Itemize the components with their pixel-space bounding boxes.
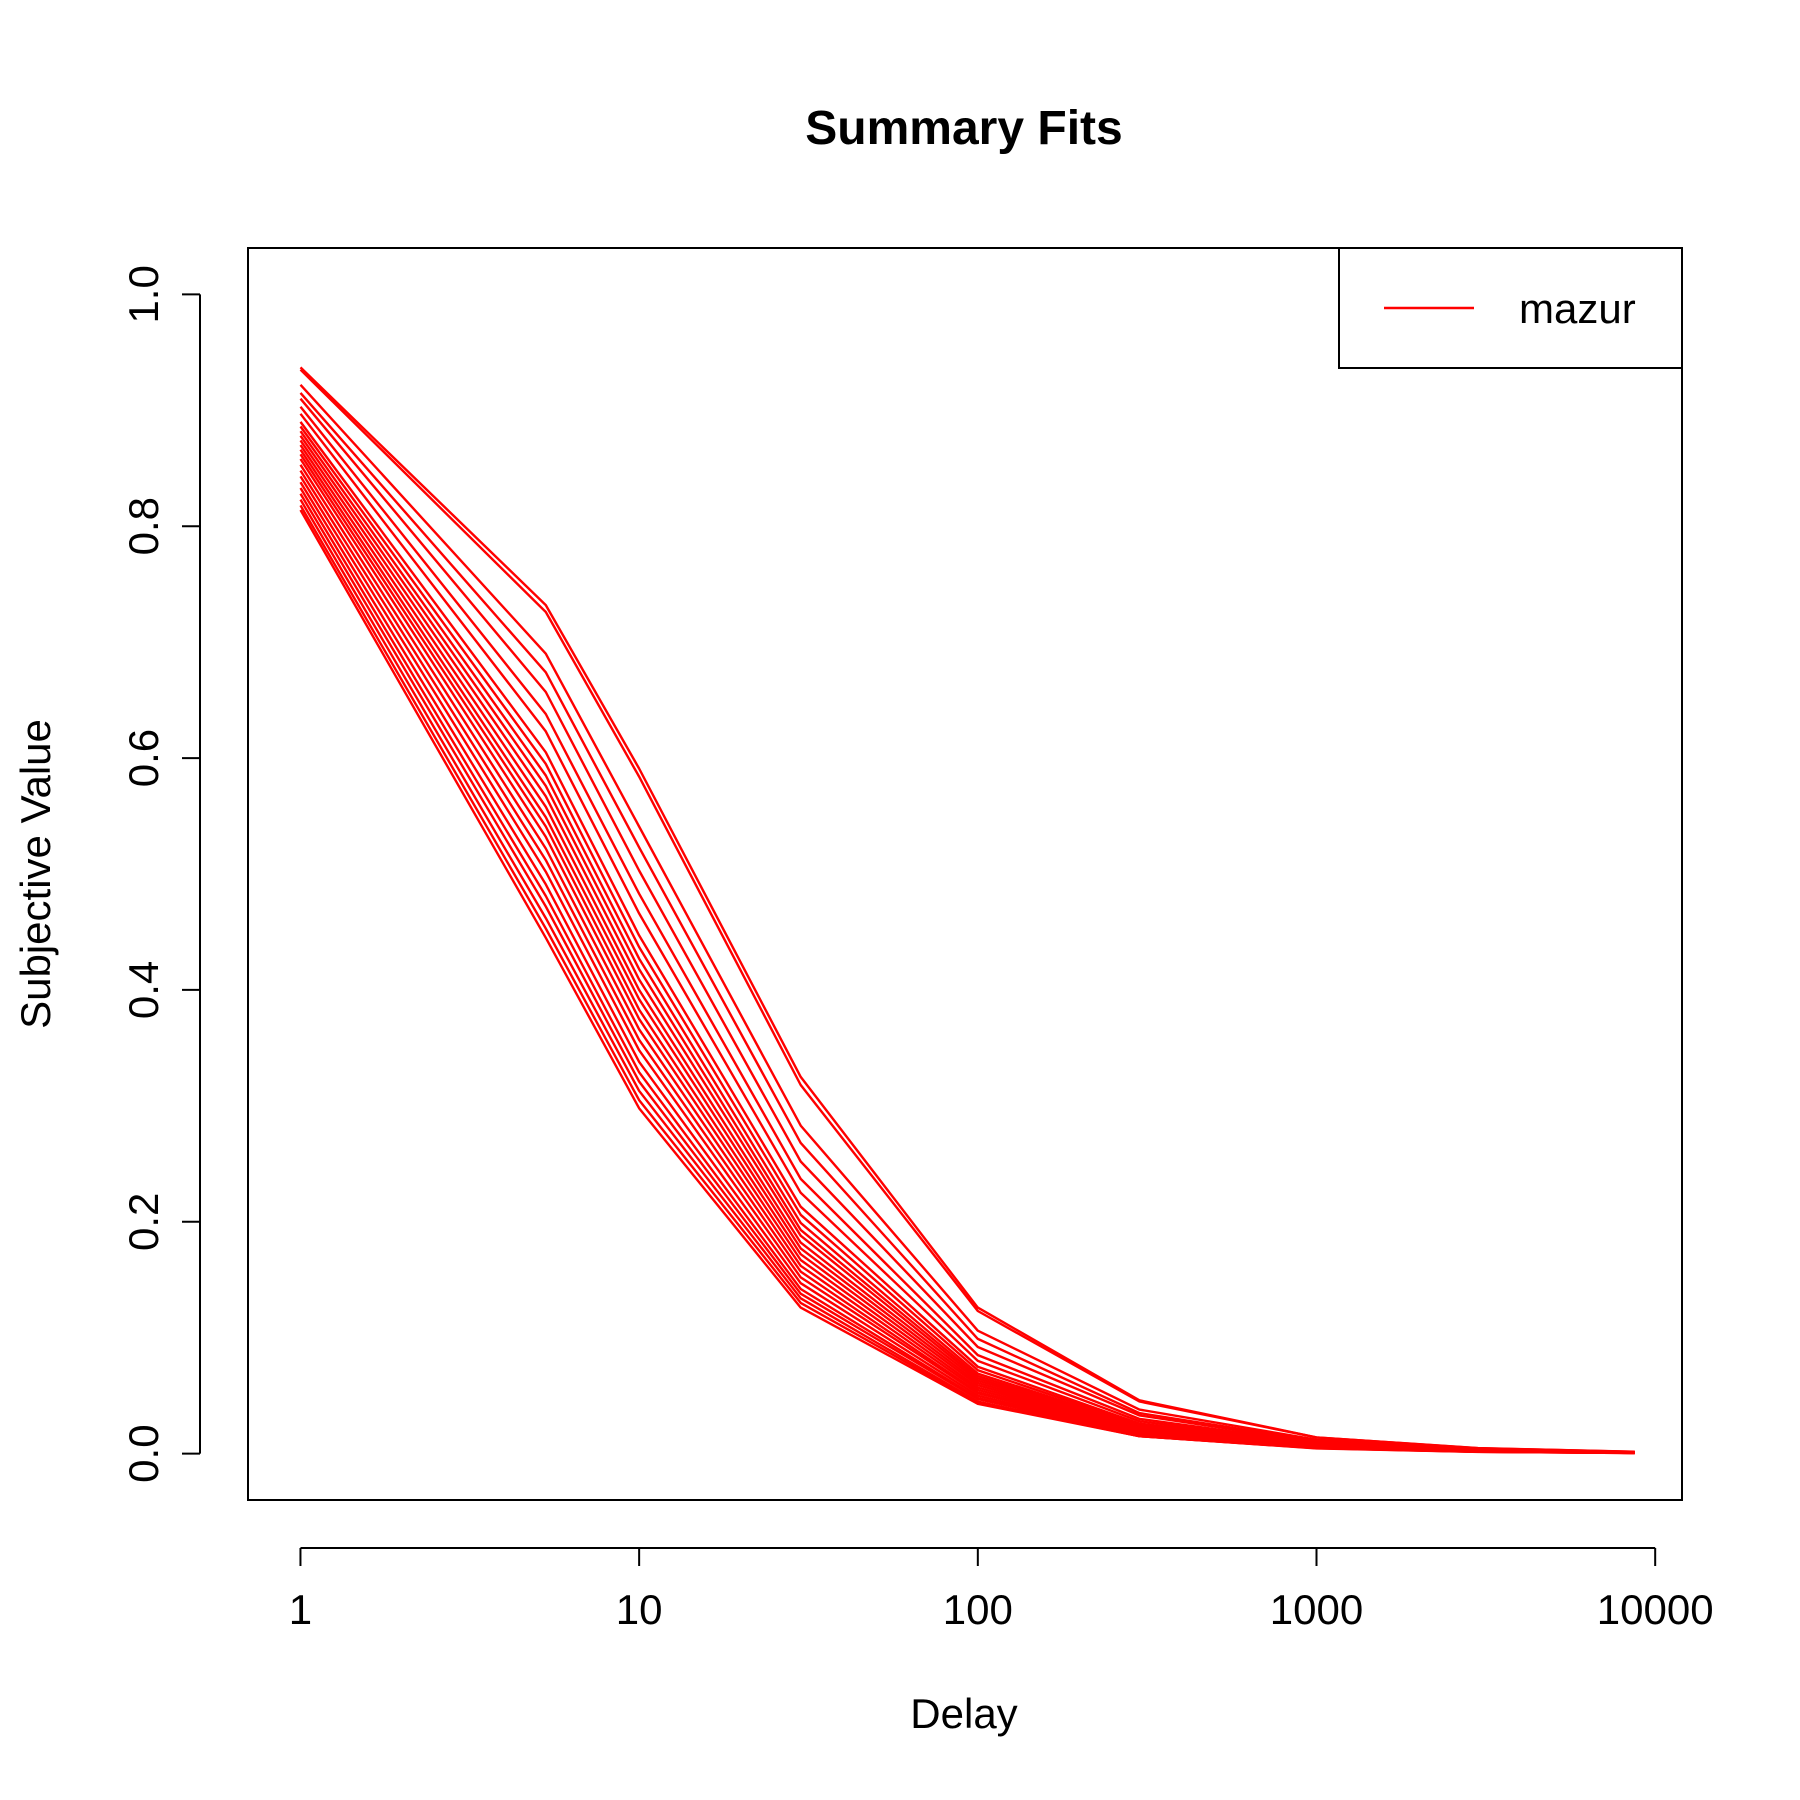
x-axis-label: Delay: [910, 1690, 1017, 1737]
series-line-2: [299, 368, 1635, 1453]
series-line-20: [299, 481, 1635, 1455]
series-line-13: [299, 444, 1635, 1454]
chart-title: Summary Fits: [805, 102, 1122, 155]
x-tick-label: 10000: [1597, 1586, 1714, 1633]
y-tick-label: 1.0: [120, 265, 167, 323]
legend-box: [1338, 247, 1683, 369]
y-tick-label: 0.4: [120, 961, 167, 1019]
series-line-12: [299, 439, 1635, 1454]
series-line-16: [299, 458, 1635, 1454]
plot-frame: [247, 247, 1683, 1501]
y-tick-label: 0.2: [120, 1193, 167, 1251]
y-axis: 0.0 0.2 0.4 0.6 0.8 1.0: [120, 265, 201, 1483]
series-line-18: [299, 469, 1635, 1454]
x-tick-label: 100: [943, 1586, 1013, 1633]
legend-label-mazur: mazur: [1519, 285, 1636, 332]
series-line-17: [299, 464, 1635, 1454]
series-line-25: [299, 509, 1635, 1455]
y-tick-label: 0.8: [120, 497, 167, 555]
series-line-19: [299, 475, 1635, 1455]
series-line-3: [299, 383, 1635, 1454]
x-tick-label: 1000: [1270, 1586, 1363, 1633]
series-line-1: [299, 366, 1635, 1453]
y-tick-label: 0.0: [120, 1424, 167, 1482]
series-line-24: [299, 504, 1635, 1455]
x-axis: 1 10 100 1000 10000: [289, 1547, 1714, 1633]
x-tick-label: 1: [289, 1586, 312, 1633]
legend: mazur: [1338, 247, 1683, 369]
y-axis-label: Subjective Value: [12, 719, 59, 1029]
series-line-23: [299, 498, 1635, 1455]
series-line-11: [299, 435, 1635, 1454]
series-line-14: [299, 449, 1635, 1454]
x-tick-label: 10: [616, 1586, 663, 1633]
y-tick-label: 0.6: [120, 729, 167, 787]
series-line-21: [299, 487, 1635, 1455]
series-group: [299, 366, 1635, 1455]
